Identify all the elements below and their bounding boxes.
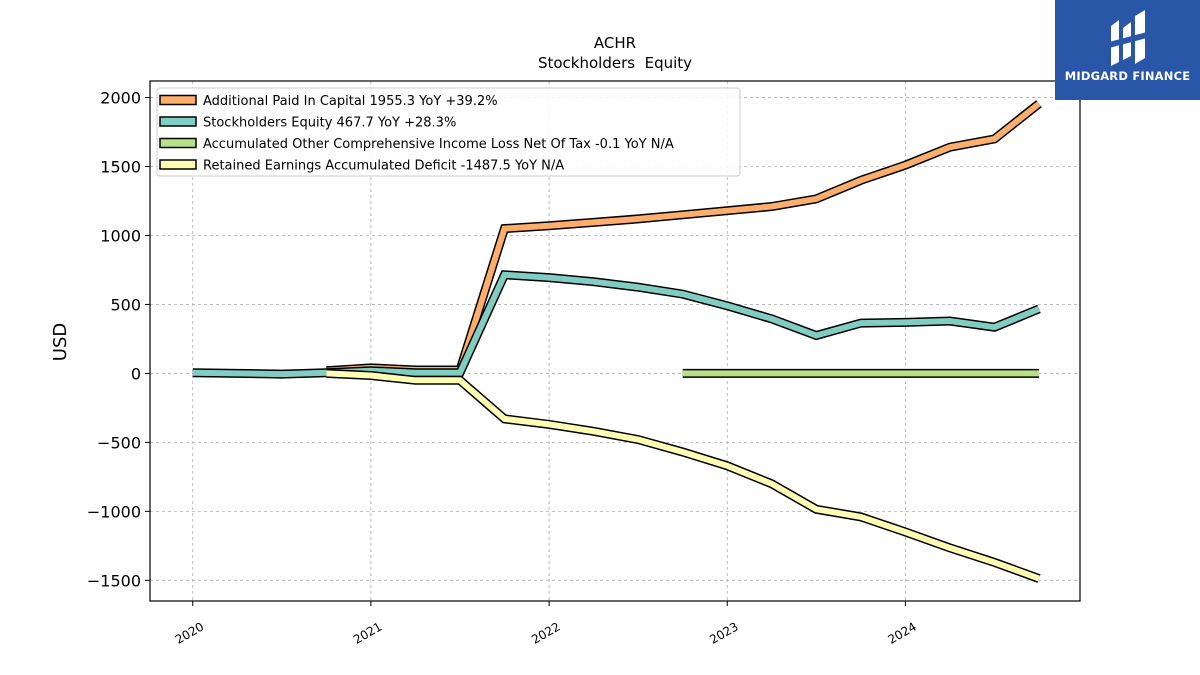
plot-frame (149, 80, 1081, 602)
y-axis-label: USD (50, 323, 71, 361)
legend-label: Additional Paid In Capital 1955.3 YoY +3… (203, 94, 498, 109)
y-tick-label: 2000 (100, 89, 141, 108)
y-tick-label: 1500 (100, 158, 141, 177)
x-tick-label: 2024 (885, 619, 918, 646)
y-tick-label: −1500 (87, 571, 141, 590)
x-tick-label: 2022 (529, 619, 562, 646)
legend: Additional Paid In Capital 1955.3 YoY +3… (156, 87, 741, 177)
legend-swatch (159, 159, 197, 170)
legend-swatch (159, 94, 197, 106)
legend-box (156, 87, 741, 177)
legend-swatch (159, 137, 197, 149)
series-outline-retained-earnings-accumulated-deficit (326, 368, 1041, 583)
y-tick-label: 1000 (100, 226, 141, 245)
chart-title: ACHR (594, 34, 636, 52)
legend-label: Accumulated Other Comprehensive Income L… (203, 137, 674, 152)
series-layer (192, 100, 1042, 583)
watermark-text: MIDGARD FINANCE (1064, 69, 1191, 83)
y-tick-label: 500 (110, 295, 141, 314)
legend-label: Retained Earnings Accumulated Deficit -1… (203, 159, 564, 174)
y-tick-label: −1000 (87, 502, 141, 521)
chart-subtitle: Stockholders Equity (538, 54, 692, 72)
y-tick-label: −500 (97, 433, 141, 452)
watermark-logo: MIDGARD FINANCE (1055, 0, 1200, 100)
y-tick-label: 0 (131, 364, 141, 383)
series-line-stockholders-equity (192, 271, 1041, 378)
legend-label: Stockholders Equity 467.7 YoY +28.3% (203, 116, 456, 131)
x-tick-label: 2023 (707, 619, 740, 646)
x-tick-label: 2021 (351, 619, 384, 646)
legend-swatch (159, 116, 197, 127)
x-tick-label: 2020 (173, 619, 206, 646)
logo-mark-icon (1109, 10, 1147, 66)
series-line-retained-earnings-accumulated-deficit (326, 370, 1041, 582)
